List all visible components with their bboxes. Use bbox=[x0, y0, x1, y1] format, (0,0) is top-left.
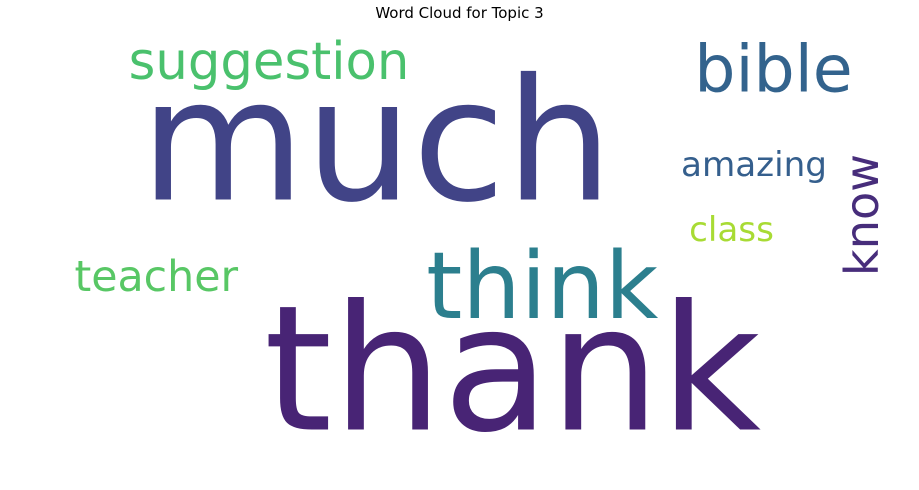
chart-title: Word Cloud for Topic 3 bbox=[375, 4, 544, 22]
word-thank: thank bbox=[264, 269, 761, 472]
word-know: know bbox=[835, 154, 889, 276]
word-class: class bbox=[689, 210, 774, 250]
word-teacher: teacher bbox=[74, 252, 238, 302]
word-suggestion: suggestion bbox=[129, 32, 410, 92]
word-amazing: amazing bbox=[681, 145, 827, 185]
word-cloud-canvas: thank much think bible suggestion teacher amaz… bbox=[13, 27, 909, 482]
word-bible: bible bbox=[694, 33, 852, 108]
word-much: much bbox=[140, 43, 612, 240]
word-think: think bbox=[426, 232, 659, 340]
